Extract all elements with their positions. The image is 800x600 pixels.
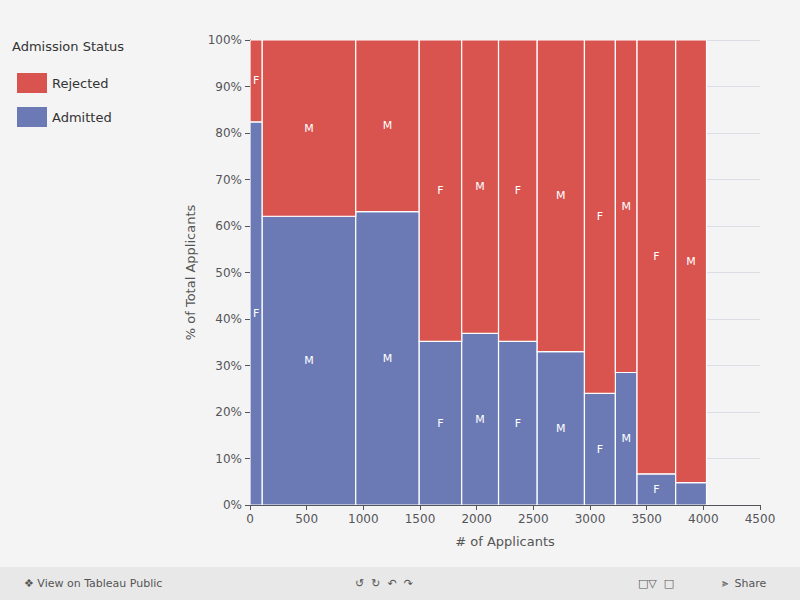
svg-text:M: M: [621, 432, 631, 445]
svg-text:0%: 0%: [223, 498, 242, 512]
svg-text:M: M: [383, 119, 393, 132]
svg-text:M: M: [475, 180, 485, 193]
svg-text:↺ ↻ ↶ ↷: ↺ ↻ ↶ ↷: [355, 577, 413, 590]
svg-text:4500: 4500: [745, 512, 776, 526]
svg-text:F: F: [253, 307, 259, 320]
svg-text:M: M: [304, 122, 314, 135]
svg-text:80%: 80%: [215, 126, 242, 140]
svg-text:2000: 2000: [461, 512, 492, 526]
svg-text:M: M: [475, 413, 485, 426]
svg-text:F: F: [653, 483, 659, 496]
svg-text:□▽ □: □▽ □: [638, 577, 674, 590]
svg-text:20%: 20%: [215, 405, 242, 419]
svg-text:F: F: [437, 417, 443, 430]
svg-text:F: F: [515, 417, 521, 430]
svg-text:0: 0: [246, 512, 254, 526]
svg-text:2500: 2500: [518, 512, 549, 526]
svg-text:40%: 40%: [215, 312, 242, 326]
svg-text:Admitted: Admitted: [52, 110, 112, 125]
svg-text:70%: 70%: [215, 173, 242, 187]
svg-text:F: F: [437, 184, 443, 197]
svg-text:500: 500: [295, 512, 318, 526]
svg-text:50%: 50%: [215, 266, 242, 280]
svg-text:60%: 60%: [215, 219, 242, 233]
svg-text:M: M: [556, 189, 566, 202]
svg-text:90%: 90%: [215, 80, 242, 94]
svg-text:3500: 3500: [631, 512, 662, 526]
svg-text:# of Applicants: # of Applicants: [455, 534, 555, 549]
svg-text:F: F: [597, 210, 603, 223]
svg-text:1500: 1500: [405, 512, 436, 526]
svg-text:Admission Status: Admission Status: [12, 39, 124, 54]
svg-text:F: F: [253, 74, 259, 87]
svg-text:% of Total Applicants: % of Total Applicants: [183, 205, 198, 341]
svg-text:M: M: [556, 422, 566, 435]
svg-text:F: F: [515, 184, 521, 197]
svg-text:⫸ Share: ⫸ Share: [722, 577, 767, 590]
svg-text:M: M: [621, 200, 631, 213]
svg-text:M: M: [686, 255, 696, 268]
svg-text:1000: 1000: [348, 512, 379, 526]
svg-text:M: M: [304, 354, 314, 367]
svg-text:F: F: [653, 250, 659, 263]
svg-text:F: F: [597, 443, 603, 456]
svg-text:Rejected: Rejected: [52, 76, 109, 91]
svg-text:M: M: [383, 352, 393, 365]
svg-text:4000: 4000: [688, 512, 719, 526]
svg-text:100%: 100%: [208, 33, 242, 47]
svg-text:10%: 10%: [215, 452, 242, 466]
svg-text:3000: 3000: [575, 512, 606, 526]
svg-text:30%: 30%: [215, 359, 242, 373]
svg-text:❖ View on Tableau Public: ❖ View on Tableau Public: [24, 577, 162, 590]
